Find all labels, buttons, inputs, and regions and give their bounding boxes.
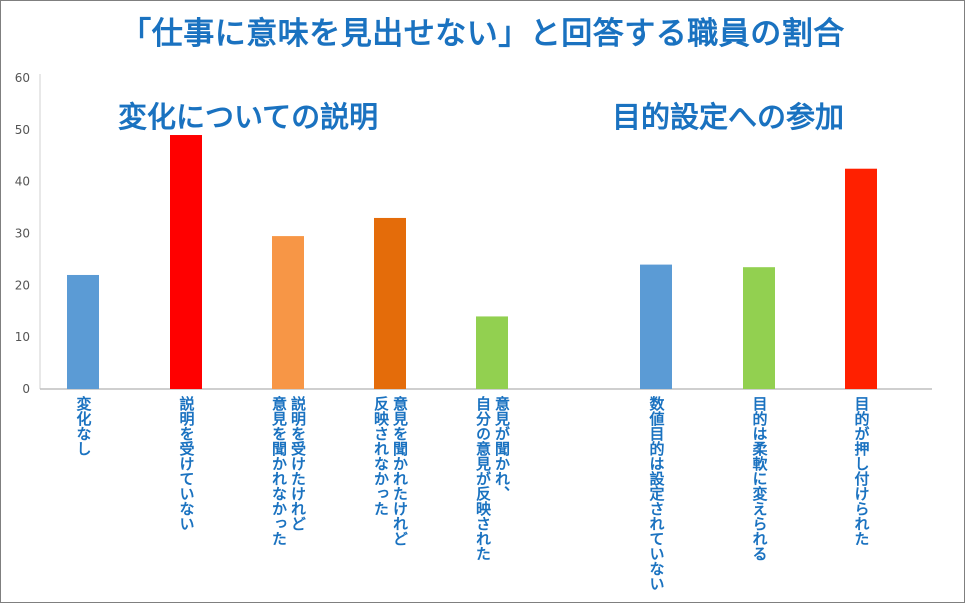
bar: [476, 316, 508, 389]
bar: [845, 168, 877, 389]
y-tick-label: 30: [15, 227, 30, 241]
y-tick-label: 10: [15, 330, 30, 344]
y-tick-label: 60: [15, 71, 30, 85]
category-label: 説明を受けていない: [177, 396, 196, 531]
category-label: 数値目的は設定されていない: [647, 396, 666, 591]
category-label: 意見が聞かれ、 自分の意見が反映された: [474, 396, 511, 561]
bar: [640, 264, 672, 389]
category-label: 目的が押し付けられた: [852, 396, 871, 546]
bar: [272, 236, 304, 389]
category-label: 変化なし: [74, 396, 93, 456]
y-tick-label: 40: [15, 175, 30, 189]
category-label: 目的は柔軟に変えられる: [750, 396, 769, 561]
bar: [374, 217, 406, 389]
group-label-goal-setting: 目的設定への参加: [612, 100, 845, 134]
bar: [743, 267, 775, 389]
category-label: 意見を聞かれたけれど 反映されなかった: [372, 396, 409, 546]
y-tick-label: 20: [15, 278, 30, 292]
category-label: 説明を受けたけれど 意見を聞かれなかった: [270, 396, 307, 546]
bar: [67, 274, 99, 389]
chart-title: 「仕事に意味を見出せない」と回答する職員の割合: [120, 16, 845, 52]
y-tick-label: 50: [15, 123, 30, 137]
bar: [170, 135, 202, 389]
y-tick-label: 0: [22, 382, 30, 396]
group-label-explanation: 変化についての説明: [118, 100, 379, 134]
